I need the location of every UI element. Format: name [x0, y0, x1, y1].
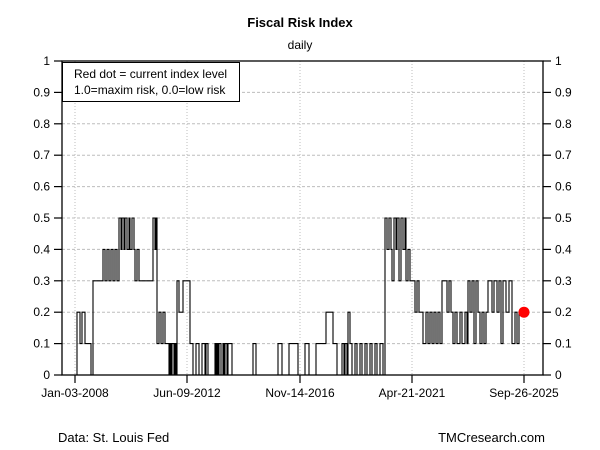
- current-value-dot: [518, 306, 530, 318]
- y-axis-label-right: 1: [555, 54, 562, 68]
- chart-title: Fiscal Risk Index: [247, 15, 353, 30]
- y-axis-label-right: 0.4: [555, 242, 572, 256]
- y-axis-label-left: 1: [43, 54, 50, 68]
- y-axis-label-right: 0.6: [555, 180, 572, 194]
- y-axis-label-left: 0.9: [33, 85, 50, 99]
- x-axis-label: Nov-14-2016: [265, 386, 335, 400]
- y-axis-label-right: 0.3: [555, 274, 572, 288]
- y-axis-label-left: 0: [43, 368, 50, 382]
- y-axis-label-left: 0.4: [33, 242, 50, 256]
- data-source-label: Data: St. Louis Fed: [58, 430, 170, 445]
- y-axis-label-right: 0.1: [555, 337, 572, 351]
- y-axis-label-left: 0.5: [33, 211, 50, 225]
- y-axis-label-left: 0.1: [33, 337, 50, 351]
- chart-subtitle: daily: [287, 38, 313, 52]
- risk-index-step-line: [62, 217, 524, 376]
- y-axis-label-right: 0.7: [555, 148, 572, 162]
- y-axis-label-right: 0.9: [555, 85, 572, 99]
- y-axis-label-left: 0.3: [33, 274, 50, 288]
- y-axis-label-left: 0.2: [33, 305, 50, 319]
- y-axis-label-right: 0.2: [555, 305, 572, 319]
- y-axis-label-left: 0.6: [33, 180, 50, 194]
- legend-line-1: Red dot = current index level: [74, 67, 228, 81]
- x-axis-label: Jun-09-2012: [153, 386, 221, 400]
- y-axis-label-right: 0: [555, 368, 562, 382]
- y-axis-label-right: 0.8: [555, 117, 572, 131]
- legend-box: Red dot = current index level 1.0=maxim …: [62, 62, 240, 102]
- x-axis-label: Jan-03-2008: [41, 386, 109, 400]
- website-label: TMCresearch.com: [438, 430, 545, 445]
- x-axis-label: Apr-21-2021: [379, 386, 446, 400]
- legend-line-2: 1.0=maxim risk, 0.0=low risk: [74, 83, 226, 97]
- y-axis-label-right: 0.5: [555, 211, 572, 225]
- x-axis-label: Sep-26-2025: [489, 386, 559, 400]
- y-axis-label-left: 0.7: [33, 148, 50, 162]
- y-axis-label-left: 0.8: [33, 117, 50, 131]
